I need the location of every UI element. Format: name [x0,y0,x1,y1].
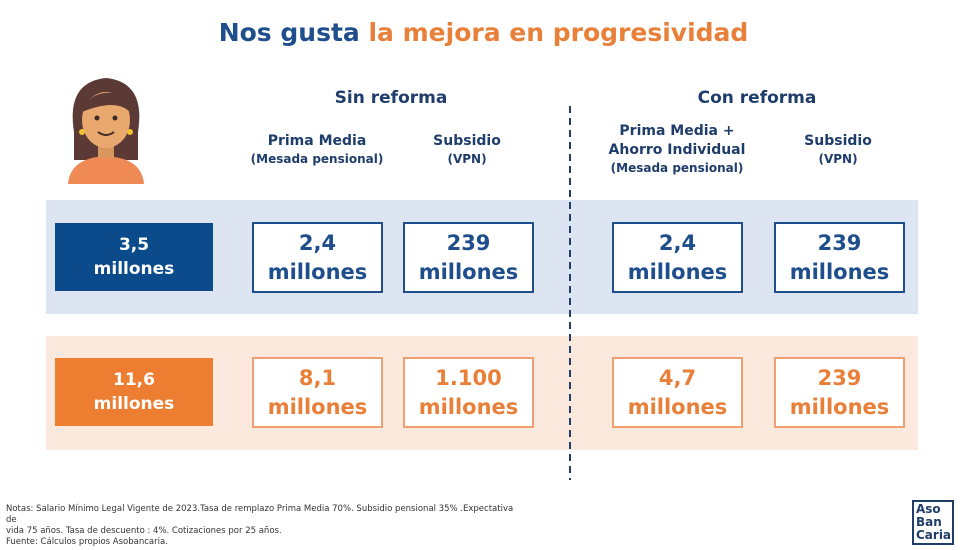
value-line: 4,7 [658,365,697,390]
value-line: 1.100 [435,365,502,390]
value-cell: 239 millones [774,222,905,293]
row-label: 3,5 millones [55,223,213,291]
column-header: Subsidio (VPN) [382,132,552,168]
title-part: Nos gusta [218,18,360,47]
column-header-line: (VPN) [818,152,858,166]
column-header-line: (Mesada pensional) [610,161,744,175]
note-line: Fuente: Cálculos propios Asobancaria. [6,537,168,547]
row-label-line: millones [93,259,175,279]
column-header: Prima Media + Ahorro Individual (Mesada pe… [592,122,762,177]
logo-line: Caria [916,528,952,542]
value-cell: 4,7 millones [612,357,743,428]
value-line: millones [267,259,368,284]
value-cell: 239 millones [774,357,905,428]
value-line: millones [789,259,890,284]
logo: Aso Ban Caria [912,500,954,545]
value-line: 239 [817,230,862,255]
column-header-line: Ahorro Individual [608,142,746,158]
column-header-line: Prima Media + [619,123,735,139]
title: Nos gusta la mejora en progresividad [0,18,967,47]
column-header-line: Prima Media [267,133,367,149]
value-line: 8,1 [298,365,337,390]
row-label-line: 3,5 [118,235,150,255]
value-line: 2,4 [658,230,697,255]
value-line: 2,4 [298,230,337,255]
value-cell: 239 millones [403,222,534,293]
section-header: Con reforma [697,88,817,108]
section-header: Sin reforma [334,88,448,108]
value-line: millones [418,394,519,419]
column-header: Prima Media (Mesada pensional) [232,132,402,168]
row-label: 11,6 millones [55,358,213,426]
value-line: millones [418,259,519,284]
note-line: vida 75 años. Tasa de descuento : 4%. Co… [6,526,282,536]
logo-line: Ban [916,515,942,529]
title-part: la mejora en progresividad [368,18,749,47]
value-cell: 1.100 millones [403,357,534,428]
value-line: millones [789,394,890,419]
value-line: 239 [817,365,862,390]
value-line: millones [627,259,728,284]
avatar [68,78,144,184]
value-cell: 2,4 millones [612,222,743,293]
column-header-line: (VPN) [447,152,487,166]
row-label-line: millones [93,394,175,414]
value-line: 239 [446,230,491,255]
divider [569,106,571,480]
notes: Notas: Salario Mínimo Legal Vigente de 2… [6,504,526,548]
value-cell: 8,1 millones [252,357,383,428]
logo-line: Aso [916,502,941,516]
row-label-line: 11,6 [113,370,155,390]
value-line: millones [627,394,728,419]
note-line: Notas: Salario Mínimo Legal Vigente de 2… [6,504,514,525]
column-header-line: Subsidio [804,133,872,149]
column-header-line: (Mesada pensional) [250,152,384,166]
value-line: millones [267,394,368,419]
column-header-line: Subsidio [433,133,501,149]
column-header: Subsidio (VPN) [753,132,923,168]
value-cell: 2,4 millones [252,222,383,293]
